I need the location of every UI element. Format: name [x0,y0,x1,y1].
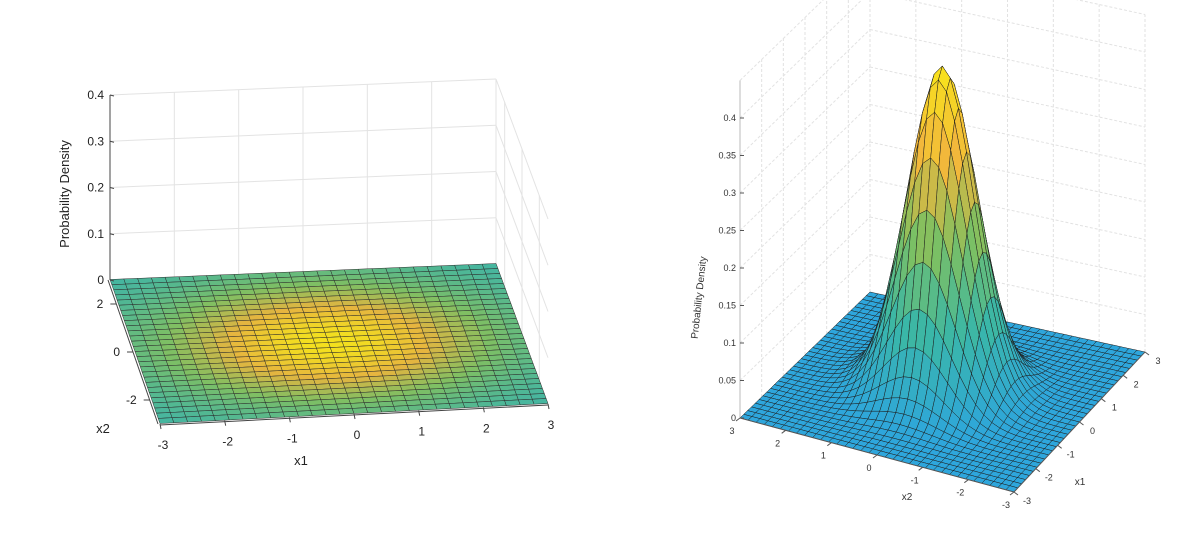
left-z-tick-label: 0.4 [87,88,104,102]
right-y-tick-label: -2 [956,488,964,498]
right-y-tick [827,442,832,447]
left-y-tick-label: -2 [126,393,137,407]
right-grid-line [739,66,871,194]
right-grid-line [869,104,1146,165]
left-z-tick [109,140,115,143]
right-y-tick [735,417,741,422]
left-z-tick-label: 0.3 [87,134,104,148]
right-y-tick-label: 3 [729,426,734,436]
left-y-axis [107,279,159,425]
right-grid-line [869,66,1146,128]
right-y-tick-label: -1 [911,475,919,485]
right-surface [739,65,1146,493]
right-z-tick-label: 0.35 [718,151,736,161]
right-grid-line [739,104,871,231]
left-z-tick-label: 0.2 [87,181,104,195]
right-y-tick [918,466,923,471]
right-z-tick-label: 0.25 [718,226,736,236]
right-x-tick-label: -1 [1067,449,1075,459]
left-grid-line [109,171,497,188]
left-x-tick-label: 3 [548,418,555,432]
left-x-tick-label: 1 [418,425,425,439]
left-surface-plot: 0 0.1 0.2 0.3 0.4 -3 -2 -1 0 1 2 3 -2 0 2 Probability … [57,78,555,468]
left-x-tick-label: -3 [158,438,169,452]
right-x-tick [1013,491,1019,496]
left-grid-line [109,217,497,235]
right-grid-line [739,216,871,344]
right-x-tick-label: 3 [1155,356,1160,366]
right-grid-line [904,0,1146,53]
right-z-tick-label: 0.05 [718,376,736,386]
left-grid-line [495,217,549,358]
right-z-tick-label: 0.3 [723,188,736,198]
left-z-tick [109,279,115,282]
left-grid-line [495,171,549,312]
left-grid-line [109,124,497,142]
right-y-tick [1009,491,1015,496]
right-x-axis [1013,351,1146,493]
right-grid-line [739,0,863,119]
right-y-tick-label: 2 [775,438,780,448]
right-z-tick-label: 0.2 [723,263,736,273]
left-z-tick-label: 0.1 [87,227,104,241]
left-surface-patch [531,398,549,405]
right-axes: 0 0.05 0.1 0.15 0.2 0.25 0.3 0.35 0.4 -3 -2 -1 0 1 2 3 3… [718,80,1161,510]
right-x-tick [1122,374,1128,379]
right-grid-line [739,141,871,269]
right-z-tick-label: 0.15 [718,301,736,311]
right-y-tick [964,479,969,484]
left-z-tick [109,187,115,189]
right-grid-line [739,254,871,381]
left-xlabel: x1 [294,453,308,468]
left-surface [109,263,549,424]
right-y-tick-label: 1 [821,451,826,461]
left-z-tick [109,94,115,97]
left-grid-line [495,78,549,220]
left-x-tick-label: -1 [287,431,298,445]
left-grid-line [495,125,549,266]
right-y-tick-label: -3 [1002,500,1010,510]
right-grid-line [869,29,1146,90]
right-grid-line [739,29,871,156]
right-x-tick [1079,421,1084,426]
right-x-tick [1057,444,1062,449]
left-y-tick-label: 2 [97,297,104,311]
right-y-tick [781,429,786,434]
right-ylabel: x2 [902,492,913,503]
right-x-tick-label: 0 [1090,426,1095,436]
right-x-tick [1101,398,1106,403]
right-z-tick-label: 0.1 [723,338,736,348]
left-x-tick-label: 2 [483,421,490,435]
right-x-tick-label: -3 [1023,496,1031,506]
right-x-tick-label: 1 [1112,403,1117,413]
right-y-tick-label: 0 [866,463,871,473]
right-grid-line [1076,0,1146,15]
left-axes: 0 0.1 0.2 0.3 0.4 -3 -2 -1 0 1 2 3 -2 0 2 [87,88,554,452]
right-z-tick-label: 0.4 [723,113,736,123]
left-y-tick-label: 0 [113,345,120,359]
left-grid [109,78,549,405]
left-x-tick [547,403,550,410]
left-x-tick-label: -2 [222,435,233,449]
right-grid-line [739,179,871,306]
left-zlabel: Probability Density [57,140,72,248]
right-grid-line [739,0,824,81]
right-z-tick-label: 0 [731,413,736,423]
left-x-tick-label: 0 [354,428,361,442]
left-x-axis [159,404,549,426]
left-z-tick-label: 0 [97,273,104,287]
right-y-axis [739,417,1015,493]
right-x-tick [1035,468,1041,473]
right-x-tick-label: 2 [1134,379,1139,389]
right-y-tick [872,454,878,459]
left-ylabel: x2 [96,421,110,436]
right-x-tick-label: -2 [1045,473,1053,483]
right-xlabel: x1 [1075,477,1086,488]
left-grid-line [109,78,497,96]
right-zlabel: Probability Density [690,256,710,340]
left-z-tick [109,233,115,236]
right-x-tick [1144,351,1150,356]
